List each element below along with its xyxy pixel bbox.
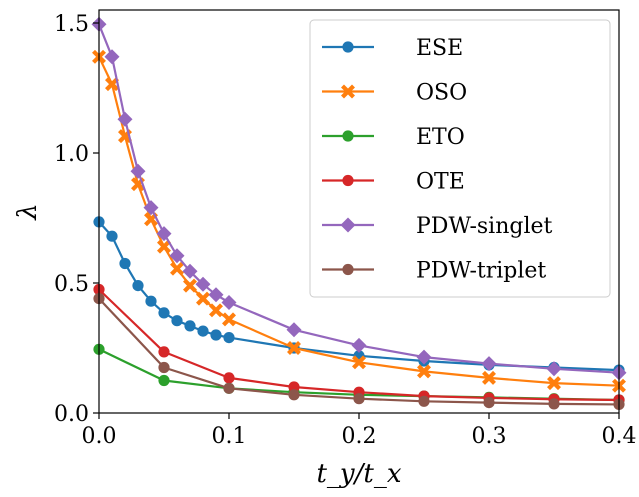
data-point-ese — [171, 315, 183, 327]
x-tick-label: 0.4 — [602, 424, 637, 449]
data-point-oso — [547, 376, 561, 391]
legend-label: PDW-singlet — [416, 214, 553, 239]
data-point-oso — [157, 239, 171, 254]
legend-label: ESE — [416, 36, 463, 61]
data-point-pdw-singlet — [143, 200, 159, 216]
data-point-pdw-triplet — [288, 389, 300, 401]
data-point-ese — [145, 295, 157, 307]
data-point-pdw-triplet — [548, 398, 560, 410]
data-point-oso — [170, 261, 184, 276]
data-point-oso — [482, 370, 496, 385]
data-point-oso — [105, 77, 119, 92]
y-tick-label: 0.5 — [54, 272, 89, 297]
data-point-pdw-singlet — [169, 248, 185, 264]
data-point-oso — [417, 364, 431, 379]
data-point-ote — [158, 346, 170, 358]
series-layer — [91, 16, 627, 411]
legend-marker — [342, 263, 354, 276]
data-point-ote — [223, 372, 235, 384]
data-point-pdw-triplet — [353, 393, 365, 405]
ticks-layer: 0.0 0.1 0.2 0.3 0.4 0.0 0.5 1.0 1.5 — [54, 12, 637, 449]
data-point-pdw-singlet — [208, 287, 224, 303]
data-point-oso — [183, 278, 197, 293]
legend-label: PDW-triplet — [416, 259, 546, 284]
series-pdw-singlet — [91, 16, 627, 381]
legend-label: OSO — [416, 81, 467, 106]
data-point-pdw-triplet — [223, 382, 235, 394]
data-point-pdw-singlet — [195, 276, 211, 292]
y-axis-label: λ — [13, 203, 43, 220]
data-point-pdw-singlet — [286, 322, 302, 338]
legend-marker — [342, 41, 354, 53]
legend-marker — [342, 130, 354, 142]
legend-marker — [340, 217, 356, 233]
legend-item-pdw-singlet: PDW-singlet — [322, 214, 553, 239]
data-point-oso — [287, 341, 301, 355]
y-tick-label: 0.0 — [54, 402, 89, 427]
series-pdw-triplet — [93, 293, 625, 411]
legend-items: ESE OSO ETO OTE PDW-singlet PDW-triplet — [322, 36, 553, 284]
legend: ESE OSO ETO OTE PDW-singlet PDW-triplet — [309, 19, 611, 298]
data-point-ese — [184, 320, 196, 332]
data-point-pdw-triplet — [483, 397, 495, 409]
x-tick-label: 0.0 — [82, 424, 117, 449]
data-point-oso — [196, 291, 210, 306]
x-tick-label: 0.3 — [472, 424, 507, 449]
y-tick-label: 1.5 — [54, 12, 89, 37]
legend-item-eto: ETO — [322, 125, 465, 150]
x-tick-label: 0.1 — [212, 424, 247, 449]
data-point-ese — [158, 307, 170, 319]
data-point-pdw-singlet — [117, 111, 133, 127]
data-point-ese — [106, 230, 118, 242]
legend-item-oso: OSO — [322, 81, 467, 106]
data-point-pdw-singlet — [156, 226, 172, 242]
data-point-pdw-singlet — [221, 295, 237, 310]
legend-label: ETO — [416, 125, 465, 150]
data-point-oso — [222, 312, 236, 327]
legend-item-pdw-triplet: PDW-triplet — [322, 259, 546, 284]
data-point-pdw-singlet — [546, 361, 562, 377]
x-tick-label: 0.2 — [342, 424, 377, 449]
data-point-oso — [209, 303, 223, 318]
data-point-ese — [132, 280, 144, 292]
legend-marker — [342, 174, 354, 187]
data-point-ese — [210, 329, 222, 341]
data-point-pdw-singlet — [130, 163, 146, 179]
data-point-pdw-singlet — [481, 356, 497, 372]
legend-label: OTE — [416, 170, 465, 195]
data-point-pdw-singlet — [104, 49, 120, 65]
data-point-pdw-triplet — [418, 395, 430, 407]
data-point-oso — [352, 355, 366, 370]
data-point-ese — [119, 257, 131, 270]
data-point-ese — [223, 332, 235, 344]
data-point-ote — [288, 381, 300, 393]
data-point-pdw-singlet — [182, 263, 198, 279]
data-point-ese — [197, 325, 209, 337]
legend-item-ote: OTE — [322, 170, 465, 195]
x-axis-label: t_y/t_x — [316, 459, 401, 489]
data-point-pdw-singlet — [351, 337, 367, 353]
y-tick-label: 1.0 — [54, 142, 89, 167]
legend-item-ese: ESE — [322, 36, 463, 61]
legend-marker — [341, 84, 355, 99]
data-point-eto — [158, 374, 170, 387]
data-point-pdw-triplet — [158, 361, 170, 374]
data-point-pdw-singlet — [416, 349, 432, 365]
legend-box — [309, 19, 611, 298]
